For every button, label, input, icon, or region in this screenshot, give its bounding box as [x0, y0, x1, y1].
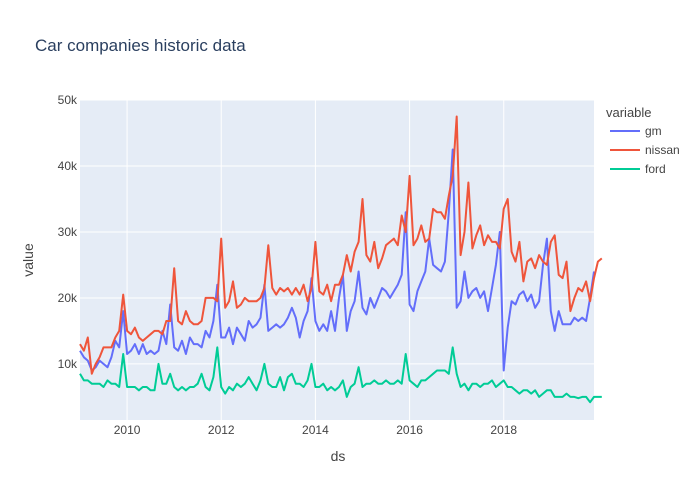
series-lines	[79, 115, 603, 404]
legend-label-nissan: nissan	[645, 143, 680, 157]
axis-ticks: 2010 2012 2014 2016 2018 10k 20k 30k 40k 50k	[58, 93, 518, 437]
x-tick-label: 2016	[396, 423, 423, 437]
y-tick-label: 50k	[58, 93, 78, 107]
y-tick-label: 40k	[58, 159, 78, 173]
y-axis-title: value	[20, 243, 36, 277]
y-tick-label: 20k	[58, 291, 78, 305]
y-tick-label: 10k	[58, 357, 78, 371]
x-tick-label: 2014	[302, 423, 329, 437]
legend-item-gm[interactable]: gm	[610, 124, 662, 138]
chart-title: Car companies historic data	[35, 36, 246, 55]
grid-lines	[80, 99, 594, 420]
series-line-ford[interactable]	[79, 346, 602, 404]
legend-item-nissan[interactable]: nissan	[610, 143, 680, 157]
legend-item-ford[interactable]: ford	[610, 162, 666, 176]
legend-items[interactable]: gm nissan ford	[610, 124, 680, 176]
x-axis-title: ds	[331, 448, 346, 464]
legend-title: variable	[606, 105, 652, 120]
legend[interactable]: variable gm nissan ford	[606, 105, 680, 176]
series-line-nissan[interactable]	[79, 115, 603, 375]
series-line-gm[interactable]	[79, 148, 595, 372]
legend-label-ford: ford	[645, 162, 666, 176]
y-tick-label: 30k	[58, 225, 78, 239]
legend-label-gm: gm	[645, 124, 662, 138]
x-tick-label: 2012	[208, 423, 235, 437]
plot-area-background	[80, 100, 594, 420]
x-tick-label: 2010	[114, 423, 141, 437]
x-tick-label: 2018	[490, 423, 517, 437]
